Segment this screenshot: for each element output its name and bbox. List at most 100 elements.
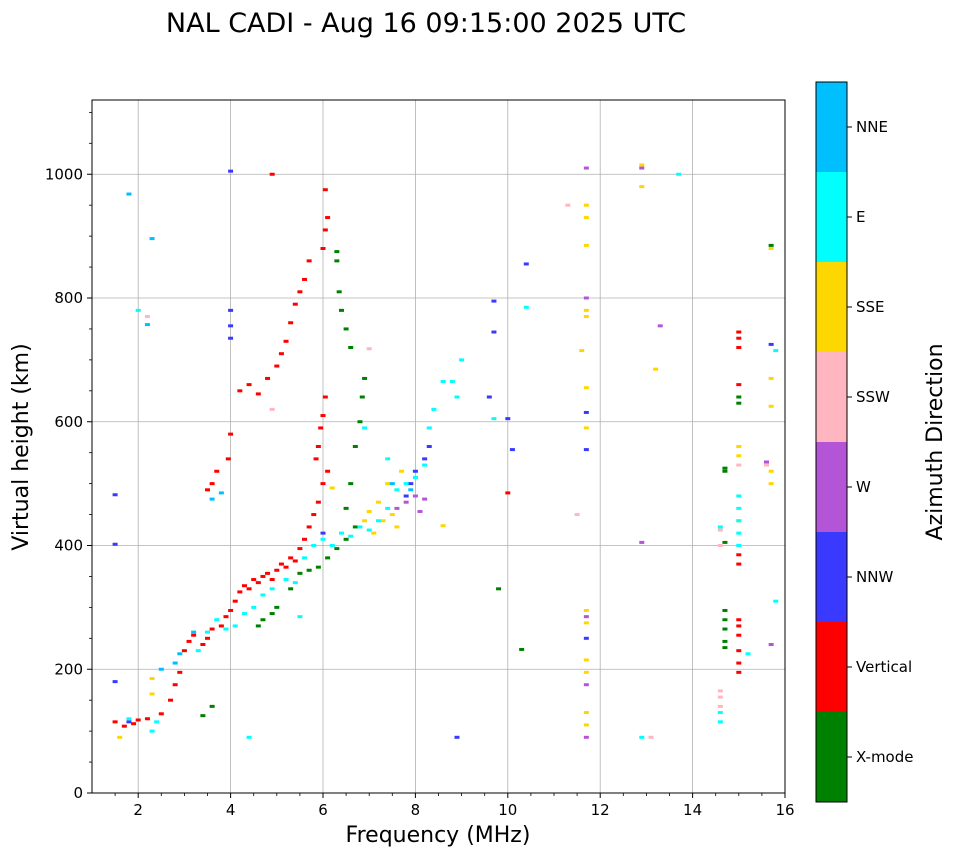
data-point-x-mode	[357, 420, 363, 424]
data-point-x-mode	[722, 540, 728, 544]
data-point-ssw	[648, 735, 654, 739]
data-point-e	[736, 494, 742, 498]
data-point-sse	[583, 621, 589, 625]
data-point-nnw	[583, 448, 589, 452]
data-point-vertical	[269, 578, 275, 582]
data-point-x-mode	[348, 346, 354, 349]
colorbar-segment	[816, 82, 847, 172]
data-point-vertical	[315, 445, 321, 448]
data-point-vertical	[292, 302, 298, 306]
data-point-x-mode	[359, 395, 365, 399]
colorbar-segment	[816, 622, 847, 712]
data-point-vertical	[322, 188, 328, 192]
data-point-sse	[385, 482, 391, 486]
x-tick-label: 14	[683, 801, 702, 819]
data-point-vertical	[181, 649, 187, 653]
data-point-w	[764, 460, 770, 464]
data-point-sse	[639, 185, 645, 189]
data-point-x-mode	[519, 647, 525, 651]
data-point-e	[440, 380, 446, 384]
data-point-sse	[583, 243, 589, 247]
data-point-vertical	[320, 414, 326, 418]
data-point-sse	[768, 376, 774, 380]
data-point-nne	[177, 652, 183, 656]
x-axis-label: Frequency (MHz)	[346, 823, 531, 848]
x-axis-ticks: 2 4 6 8 10 12 14 16	[114, 793, 795, 819]
data-point-e	[195, 649, 201, 653]
data-point-e	[366, 528, 372, 532]
data-point-nnw	[454, 735, 460, 739]
data-point-e	[232, 624, 238, 628]
data-point-vertical	[112, 720, 118, 724]
data-point-e	[362, 426, 368, 430]
data-point-x-mode	[334, 547, 340, 551]
colorbar-segment	[816, 712, 847, 802]
data-point-w	[422, 497, 428, 501]
data-point-e	[246, 735, 252, 739]
data-point-vertical	[131, 722, 137, 726]
data-point-vertical	[288, 556, 294, 560]
data-point-nne	[158, 667, 164, 671]
x-tick-label: 4	[226, 801, 236, 819]
data-point-vertical	[223, 615, 229, 619]
data-point-w	[412, 494, 418, 498]
data-point-vertical	[283, 339, 289, 343]
data-point-sse	[583, 658, 589, 662]
data-point-nne	[172, 661, 178, 665]
data-point-vertical	[228, 432, 234, 436]
data-point-w	[583, 166, 589, 170]
data-point-vertical	[736, 553, 742, 557]
data-point-x-mode	[255, 624, 261, 628]
data-point-e	[422, 463, 428, 467]
data-point-vertical	[205, 636, 210, 640]
data-point-vertical	[172, 683, 178, 687]
data-point-vertical	[177, 670, 183, 674]
data-point-nnw	[112, 680, 118, 684]
x-tick-label: 16	[775, 801, 794, 819]
data-point-e	[320, 537, 326, 541]
data-point-vertical	[736, 336, 742, 340]
data-point-ssw	[736, 463, 742, 467]
data-point-nnw	[491, 330, 497, 334]
data-point-nnw	[412, 469, 418, 473]
data-point-vertical	[736, 624, 742, 628]
data-point-x-mode	[722, 618, 728, 622]
data-point-x-mode	[736, 401, 742, 405]
y-axis-label: Virtual height (km)	[9, 343, 34, 550]
data-point-e	[717, 711, 723, 715]
data-point-vertical	[200, 643, 206, 646]
data-point-e	[302, 556, 308, 560]
data-point-nne	[408, 488, 414, 492]
data-point-x-mode	[348, 482, 354, 486]
data-point-x-mode	[722, 608, 728, 612]
data-point-nnw	[228, 324, 234, 328]
colorbar-segment	[816, 352, 847, 442]
data-point-vertical	[292, 559, 298, 563]
data-point-x-mode	[260, 618, 266, 622]
data-point-vertical	[251, 578, 257, 582]
data-point-w	[583, 735, 589, 739]
data-point-vertical	[209, 482, 215, 486]
y-tick-label: 800	[54, 289, 83, 307]
data-point-ssw	[565, 203, 571, 207]
colorbar-label: Vertical	[856, 658, 912, 676]
data-point-ssw	[717, 689, 723, 693]
data-point-sse	[768, 404, 774, 408]
data-point-vertical	[144, 717, 150, 721]
colorbar-label: SSE	[856, 298, 885, 316]
data-point-x-mode	[722, 627, 728, 631]
data-point-nnw	[320, 531, 326, 535]
data-point-sse	[329, 486, 335, 490]
x-tick-label: 10	[498, 801, 517, 819]
data-point-sse	[440, 524, 446, 528]
y-tick-label: 0	[73, 784, 83, 802]
data-point-vertical	[225, 457, 231, 461]
data-point-vertical	[736, 383, 742, 387]
data-point-w	[583, 615, 589, 619]
data-point-ssw	[269, 407, 275, 411]
data-point-x-mode	[315, 565, 321, 569]
data-point-x-mode	[288, 587, 294, 591]
data-point-sse	[149, 677, 155, 681]
data-point-e	[431, 407, 437, 411]
data-point-x-mode	[352, 445, 358, 448]
